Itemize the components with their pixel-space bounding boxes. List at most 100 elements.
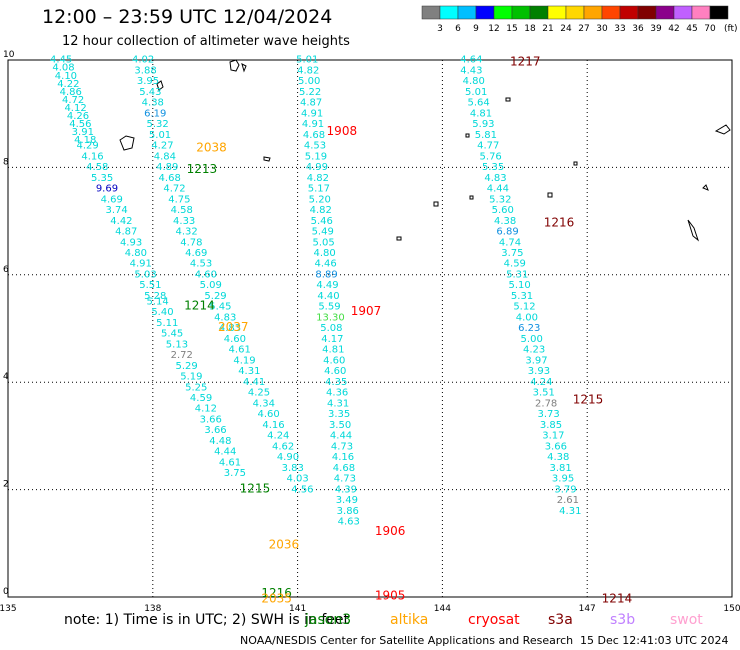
swh-value: 8.89 (315, 269, 337, 280)
colorbar-swatch (439, 5, 459, 20)
coastline-shape (547, 192, 553, 198)
swh-value: 4.02 (132, 55, 154, 66)
swh-value: 3.49 (336, 495, 358, 506)
colorbar-swatch (457, 5, 477, 20)
pass-label: 1216 (261, 586, 292, 600)
swh-value: 2.78 (535, 398, 557, 409)
swh-value: 4.61 (229, 345, 251, 356)
coastline-shape (714, 124, 731, 135)
swh-value: 3.88 (134, 65, 156, 76)
swh-value: 5.13 (166, 339, 188, 350)
swh-value: 4.63 (338, 517, 360, 528)
swh-value: 3.17 (542, 431, 564, 442)
swh-value: 5.45 (209, 302, 231, 313)
mission-legend-item: s3a (548, 612, 573, 628)
coastline-shape (229, 59, 240, 72)
swh-value: 5.00 (521, 334, 543, 345)
swh-value: 4.68 (303, 130, 325, 141)
swh-value: 4.72 (163, 184, 185, 195)
swh-value: 4.42 (110, 216, 132, 227)
coastline-shape (702, 184, 709, 191)
swh-value: 6.23 (518, 323, 540, 334)
swh-value: 3.66 (545, 441, 567, 452)
y-tick-label: 2 (3, 480, 9, 490)
coastline-shape (241, 63, 247, 73)
swh-value: 5.51 (139, 280, 161, 291)
swh-value: 4.46 (314, 259, 336, 270)
swh-value: 4.16 (332, 452, 354, 463)
pass-label: 1907 (351, 304, 382, 318)
pass-label: 1214 (602, 591, 633, 605)
swh-value: 4.93 (120, 237, 142, 248)
x-tick-label: 147 (579, 604, 596, 614)
swh-value: 4.69 (185, 248, 207, 259)
pass-label: 2038 (196, 140, 227, 154)
swh-value: 3.73 (537, 409, 559, 420)
footer-credit: NOAA/NESDIS Center for Satellite Applica… (240, 634, 574, 647)
colorbar-label: 21 (542, 24, 553, 34)
swh-value: 4.73 (331, 441, 353, 452)
swh-value: 3.95 (137, 76, 159, 87)
swh-value: 4.80 (313, 248, 335, 259)
swh-value: 4.45 (50, 55, 72, 66)
swh-value: 4.38 (142, 98, 164, 109)
swh-value: 6.89 (496, 227, 518, 238)
swh-value: 5.32 (146, 119, 168, 130)
swh-value: 4.87 (300, 98, 322, 109)
colorbar-label: 18 (524, 24, 536, 34)
swh-value: 3.91 (72, 127, 94, 138)
y-tick-label: 6 (3, 265, 9, 275)
swh-value: 4.29 (77, 141, 99, 152)
swh-value: 3.50 (329, 420, 351, 431)
colorbar-label: 3 (437, 24, 443, 34)
colorbar-label: 24 (560, 24, 572, 34)
swh-value: 5.40 (151, 307, 173, 318)
swh-value: 4.25 (248, 388, 270, 399)
swh-value: 4.91 (130, 259, 152, 270)
swh-value: 4.24 (530, 377, 552, 388)
swh-value: 4.83 (484, 173, 506, 184)
colorbar-swatch (547, 5, 567, 20)
swh-value: 4.31 (559, 506, 581, 517)
swh-value: 4.83 (214, 312, 236, 323)
swh-value: 5.93 (472, 119, 494, 130)
swh-value: 5.20 (309, 194, 331, 205)
swh-value: 4.99 (306, 162, 328, 173)
swh-value: 2.72 (171, 350, 193, 361)
mission-legend-item: swot (670, 612, 703, 628)
swh-value: 4.68 (159, 173, 181, 184)
x-tick-label: 144 (434, 604, 451, 614)
colorbar-swatch (421, 5, 441, 20)
swh-value: 4.18 (74, 135, 96, 146)
pass-label: 1214 (184, 299, 215, 313)
swh-value: 4.44 (487, 184, 509, 195)
swh-value: 4.81 (322, 345, 344, 356)
swh-value: 4.53 (304, 141, 326, 152)
swh-value: 4.77 (477, 141, 499, 152)
colorbar-label: 9 (473, 24, 479, 34)
swh-value: 5.35 (91, 173, 113, 184)
swh-value: 4.61 (219, 457, 241, 468)
swh-value: 4.91 (301, 108, 323, 119)
colorbar-swatch (655, 5, 675, 20)
swh-value: 4.23 (523, 345, 545, 356)
swh-value: 13.30 (316, 312, 345, 323)
swh-value: 4.38 (494, 216, 516, 227)
y-tick-label: 8 (3, 157, 9, 167)
colorbar-label: 39 (650, 24, 662, 34)
colorbar-swatch (619, 5, 639, 20)
pass-label: 1906 (375, 524, 406, 538)
swh-value: 4.10 (55, 71, 77, 82)
colorbar-swatch (637, 5, 657, 20)
coastline-shape (573, 161, 578, 166)
swh-value: 4.19 (233, 355, 255, 366)
swh-value: 5.19 (305, 151, 327, 162)
swh-value: 5.01 (465, 87, 487, 98)
pass-label: 1905 (375, 589, 406, 603)
swh-value: 5.43 (139, 87, 161, 98)
swh-value: 4.60 (324, 366, 346, 377)
swh-value: 5.60 (492, 205, 514, 216)
swh-value: 5.45 (161, 329, 183, 340)
swh-value: 4.91 (302, 119, 324, 130)
swh-value: 5.59 (318, 302, 340, 313)
